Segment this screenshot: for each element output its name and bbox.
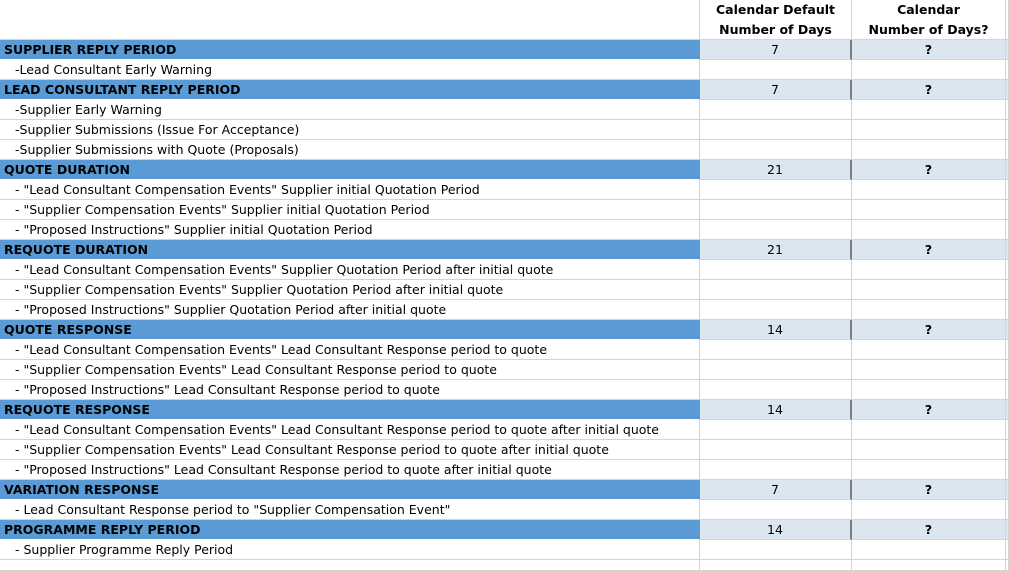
section-header-cell[interactable]: VARIATION RESPONSE xyxy=(0,480,700,500)
sub-item-cell[interactable]: - Supplier Programme Reply Period xyxy=(0,540,700,560)
calendar-days-cell-empty[interactable] xyxy=(852,500,1006,520)
calendar-days-cell[interactable]: ? xyxy=(852,80,1006,100)
sub-item-cell[interactable]: - "Supplier Compensation Events" Lead Co… xyxy=(0,440,700,460)
header-label-cell[interactable] xyxy=(0,0,700,40)
default-days-cell[interactable]: 14 xyxy=(700,520,852,540)
default-days-cell-empty[interactable] xyxy=(700,360,852,380)
default-days-cell-empty[interactable] xyxy=(700,60,852,80)
header-calendar-days-line2: Number of Days? xyxy=(868,21,989,37)
sub-item-cell[interactable]: - "Supplier Compensation Events" Lead Co… xyxy=(0,360,700,380)
calendar-days-cell[interactable]: ? xyxy=(852,400,1006,420)
default-days-cell-empty[interactable] xyxy=(700,440,852,460)
header-default-days-line2: Number of Days xyxy=(719,21,832,37)
default-days-cell-empty[interactable] xyxy=(700,300,852,320)
calendar-days-cell-empty[interactable] xyxy=(852,380,1006,400)
trailing-empty-cell[interactable] xyxy=(852,560,1006,571)
default-days-cell-empty[interactable] xyxy=(700,540,852,560)
default-days-cell-empty[interactable] xyxy=(700,120,852,140)
calendar-days-cell-empty[interactable] xyxy=(852,260,1006,280)
header-default-days[interactable]: Calendar Default Number of Days xyxy=(700,0,852,40)
calendar-days-cell-empty[interactable] xyxy=(852,120,1006,140)
default-days-cell-empty[interactable] xyxy=(700,340,852,360)
default-days-cell-empty[interactable] xyxy=(700,220,852,240)
section-header-cell[interactable]: QUOTE DURATION xyxy=(0,160,700,180)
calendar-days-cell-empty[interactable] xyxy=(852,220,1006,240)
sub-item-cell[interactable]: - "Supplier Compensation Events" Supplie… xyxy=(0,200,700,220)
calendar-days-cell[interactable]: ? xyxy=(852,240,1006,260)
calendar-days-cell-empty[interactable] xyxy=(852,360,1006,380)
default-days-cell[interactable]: 21 xyxy=(700,160,852,180)
calendar-days-cell-empty[interactable] xyxy=(852,280,1006,300)
calendar-days-cell-empty[interactable] xyxy=(852,340,1006,360)
calendar-days-cell-empty[interactable] xyxy=(852,300,1006,320)
calendar-days-cell[interactable]: ? xyxy=(852,480,1006,500)
sub-item-cell[interactable]: - "Proposed Instructions" Supplier initi… xyxy=(0,220,700,240)
calendar-days-cell-empty[interactable] xyxy=(852,460,1006,480)
calendar-days-cell-empty[interactable] xyxy=(852,180,1006,200)
trailing-empty-cell[interactable] xyxy=(0,560,700,571)
default-days-cell-empty[interactable] xyxy=(700,460,852,480)
header-calendar-days[interactable]: Calendar Number of Days? xyxy=(852,0,1006,40)
default-days-cell-empty[interactable] xyxy=(700,280,852,300)
default-days-cell-empty[interactable] xyxy=(700,200,852,220)
default-days-cell-empty[interactable] xyxy=(700,100,852,120)
calendar-days-cell-empty[interactable] xyxy=(852,440,1006,460)
sub-item-cell[interactable]: - "Lead Consultant Compensation Events" … xyxy=(0,340,700,360)
sub-item-cell[interactable]: - Lead Consultant Response period to "Su… xyxy=(0,500,700,520)
sub-item-cell[interactable]: - "Proposed Instructions" Lead Consultan… xyxy=(0,460,700,480)
sub-item-cell[interactable]: -Lead Consultant Early Warning xyxy=(0,60,700,80)
section-header-cell[interactable]: REQUOTE DURATION xyxy=(0,240,700,260)
default-days-cell-empty[interactable] xyxy=(700,180,852,200)
default-days-cell-empty[interactable] xyxy=(700,380,852,400)
calendar-days-cell[interactable]: ? xyxy=(852,320,1006,340)
trailing-empty-cell[interactable] xyxy=(700,560,852,571)
sub-item-cell[interactable]: - "Proposed Instructions" Supplier Quota… xyxy=(0,300,700,320)
default-days-cell[interactable]: 7 xyxy=(700,480,852,500)
sub-item-cell[interactable]: -Supplier Submissions with Quote (Propos… xyxy=(0,140,700,160)
sub-item-cell[interactable]: -Supplier Submissions (Issue For Accepta… xyxy=(0,120,700,140)
default-days-cell[interactable]: 7 xyxy=(700,80,852,100)
calendar-days-cell[interactable]: ? xyxy=(852,520,1006,540)
calendar-days-cell-empty[interactable] xyxy=(852,60,1006,80)
default-days-cell[interactable]: 7 xyxy=(700,40,852,60)
section-header-cell[interactable]: REQUOTE RESPONSE xyxy=(0,400,700,420)
default-days-cell[interactable]: 21 xyxy=(700,240,852,260)
calendar-days-cell-empty[interactable] xyxy=(852,420,1006,440)
default-days-cell[interactable]: 14 xyxy=(700,400,852,420)
sub-item-cell[interactable]: - "Lead Consultant Compensation Events" … xyxy=(0,420,700,440)
section-header-cell[interactable]: QUOTE RESPONSE xyxy=(0,320,700,340)
sub-item-cell[interactable]: - "Proposed Instructions" Lead Consultan… xyxy=(0,380,700,400)
sub-item-cell[interactable]: -Supplier Early Warning xyxy=(0,100,700,120)
calendar-days-cell-empty[interactable] xyxy=(852,100,1006,120)
sub-item-cell[interactable]: - "Lead Consultant Compensation Events" … xyxy=(0,180,700,200)
default-days-cell[interactable]: 14 xyxy=(700,320,852,340)
section-header-cell[interactable]: LEAD CONSULTANT REPLY PERIOD xyxy=(0,80,700,100)
calendar-days-cell-empty[interactable] xyxy=(852,200,1006,220)
section-header-cell[interactable]: PROGRAMME REPLY PERIOD xyxy=(0,520,700,540)
default-days-cell-empty[interactable] xyxy=(700,500,852,520)
calendar-days-cell[interactable]: ? xyxy=(852,160,1006,180)
sub-item-cell[interactable]: - "Lead Consultant Compensation Events" … xyxy=(0,260,700,280)
default-days-cell-empty[interactable] xyxy=(700,140,852,160)
section-header-cell[interactable]: SUPPLIER REPLY PERIOD xyxy=(0,40,700,60)
calendar-days-cell-empty[interactable] xyxy=(852,540,1006,560)
calendar-days-cell-empty[interactable] xyxy=(852,140,1006,160)
header-default-days-line1: Calendar Default xyxy=(715,1,836,17)
header-calendar-days-line1: Calendar xyxy=(897,1,960,17)
default-days-cell-empty[interactable] xyxy=(700,260,852,280)
default-days-cell-empty[interactable] xyxy=(700,420,852,440)
calendar-days-cell[interactable]: ? xyxy=(852,40,1006,60)
sub-item-cell[interactable]: - "Supplier Compensation Events" Supplie… xyxy=(0,280,700,300)
